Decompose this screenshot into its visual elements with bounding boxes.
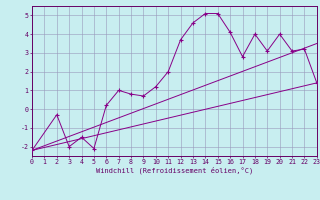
X-axis label: Windchill (Refroidissement éolien,°C): Windchill (Refroidissement éolien,°C) [96, 167, 253, 174]
